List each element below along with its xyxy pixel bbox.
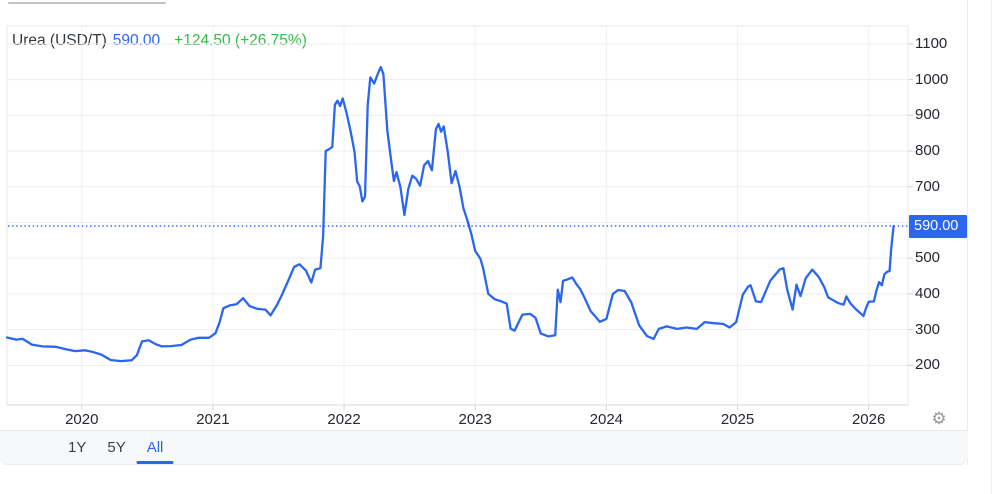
chart-plot-area[interactable] (7, 26, 908, 405)
page-divider (991, 0, 992, 494)
x-axis-label-2025: 2025 (720, 411, 755, 428)
current-price-badge: 590.00 (909, 214, 967, 238)
tab-5y-label: 5Y (107, 439, 126, 456)
x-axis-label-2024: 2024 (589, 411, 624, 428)
y-axis-label-400: 400 (915, 284, 941, 302)
tab-1y-label: 1Y (68, 439, 87, 456)
x-axis-label-2026: 2026 (851, 411, 886, 428)
y-axis-label-1100: 1100 (915, 34, 948, 52)
x-axis-label-2021: 2021 (196, 411, 230, 428)
card-right-border (967, 0, 968, 465)
y-axis-label-700: 700 (915, 177, 941, 195)
tab-all[interactable]: All (136, 431, 174, 464)
y-axis-label-800: 800 (915, 142, 941, 160)
gear-icon[interactable]: ⚙ (928, 408, 950, 430)
y-axis-label-500: 500 (915, 249, 941, 267)
x-axis-label-2022: 2022 (327, 411, 361, 428)
tab-5y[interactable]: 5Y (105, 431, 127, 464)
x-axis-label-2020: 2020 (65, 411, 99, 428)
tab-1y[interactable]: 1Y (66, 431, 88, 464)
top-scrollbar-thumb[interactable] (8, 2, 166, 4)
x-axis-label-2023: 2023 (458, 411, 492, 428)
timeframe-bar: 1Y 5Y All (0, 430, 968, 465)
active-tab-underline (136, 461, 174, 464)
tab-all-label: All (146, 439, 164, 456)
y-axis-label-300: 300 (915, 320, 941, 338)
y-axis-label-900: 900 (915, 106, 941, 124)
y-axis-label-1000: 1000 (915, 70, 949, 88)
y-axis-label-200: 200 (915, 356, 941, 374)
